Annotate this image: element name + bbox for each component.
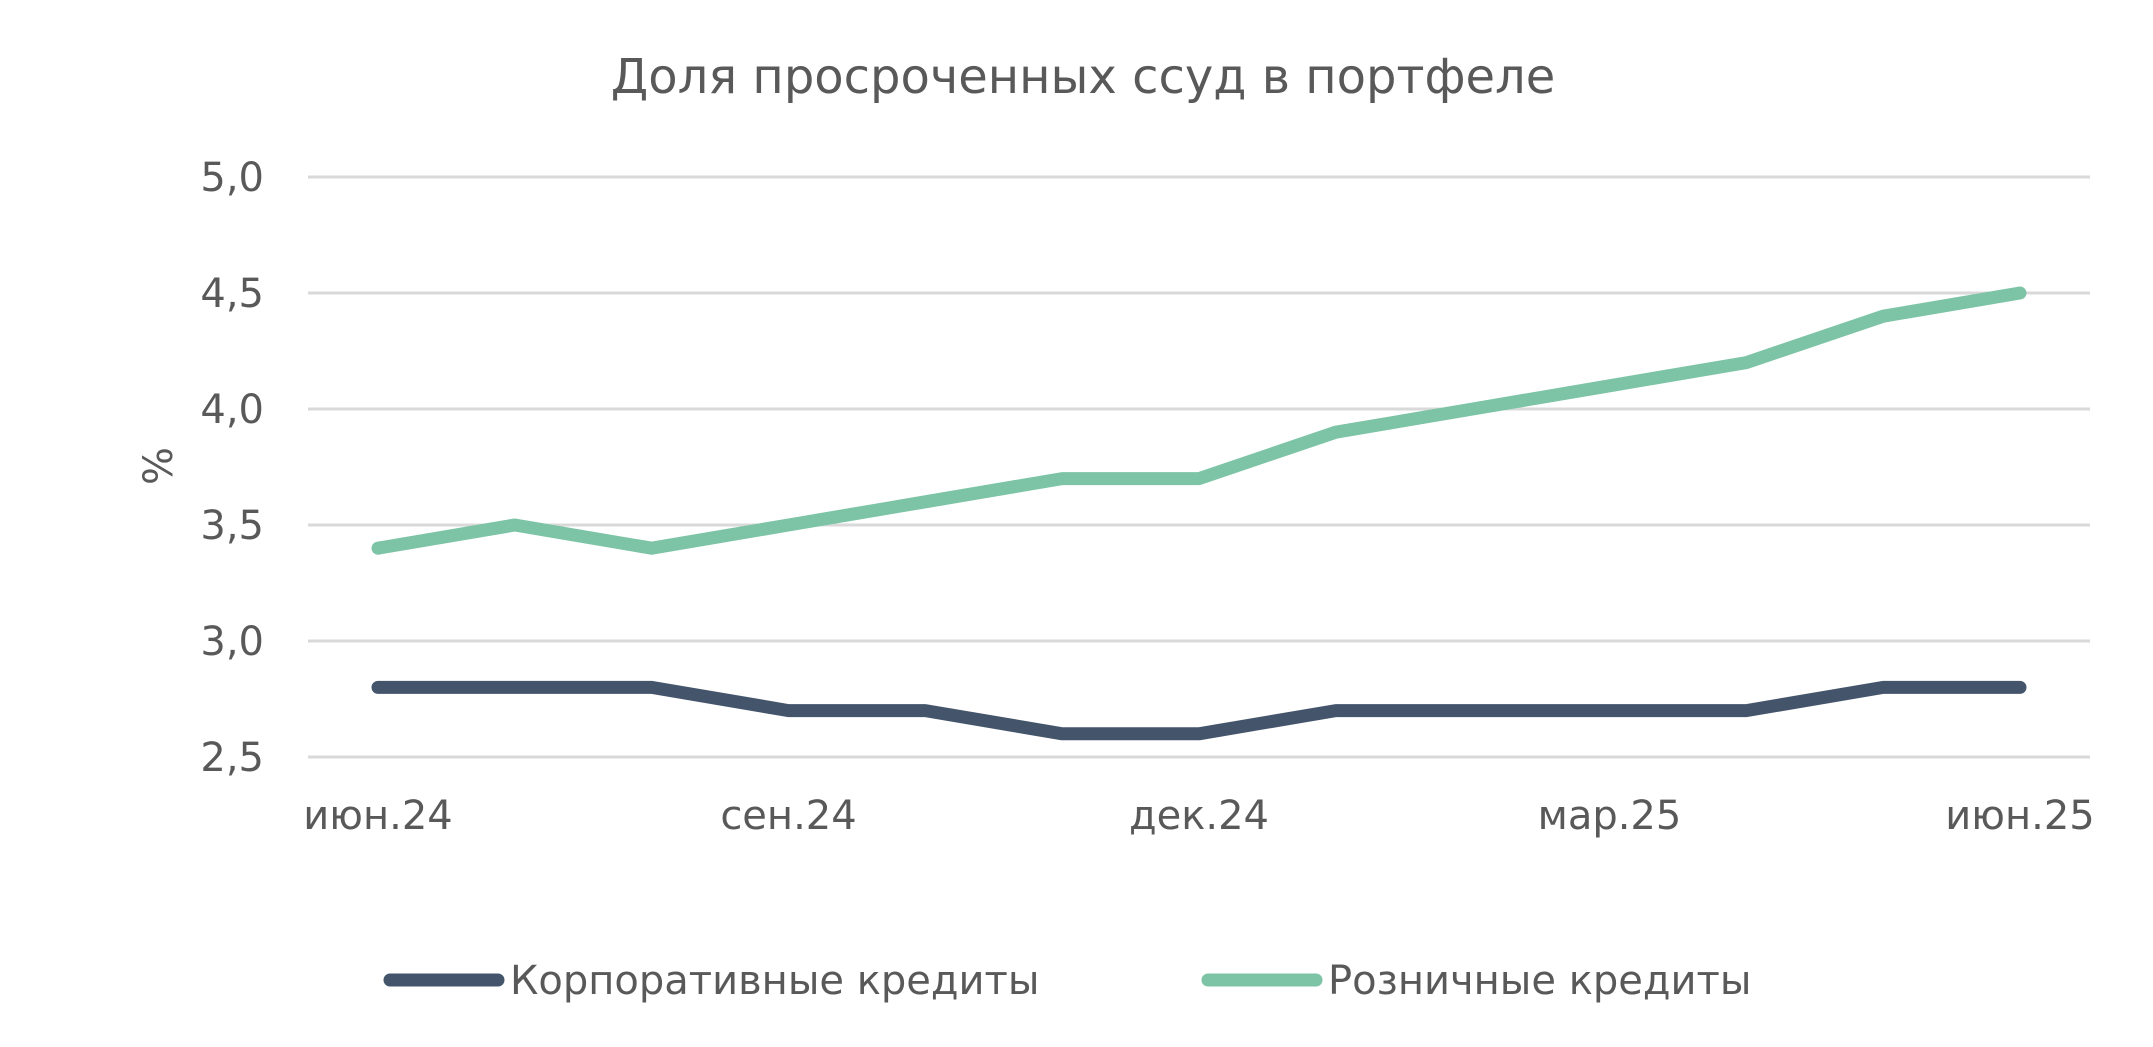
y-tick-label: 3,0 bbox=[200, 619, 264, 665]
series-lines bbox=[371, 286, 2027, 741]
legend-label: Розничные кредиты bbox=[1328, 958, 1751, 1004]
legend-label: Корпоративные кредиты bbox=[510, 958, 1039, 1004]
y-axis-ticks: 2,5 3,0 3,5 4,0 4,5 5,0 bbox=[200, 155, 264, 781]
y-tick-label: 3,5 bbox=[200, 503, 264, 549]
x-tick-label: июн.25 bbox=[1945, 793, 2094, 839]
y-tick-label: 4,0 bbox=[200, 387, 264, 433]
grid-lines bbox=[308, 175, 2090, 759]
y-tick-label: 5,0 bbox=[200, 155, 264, 201]
x-tick-label: июн.24 bbox=[303, 793, 452, 839]
series-line bbox=[371, 680, 2027, 741]
x-tick-label: сен.24 bbox=[720, 793, 856, 839]
legend: Корпоративные кредиты Розничные кредиты bbox=[383, 958, 1751, 1004]
y-tick-label: 4,5 bbox=[200, 271, 264, 317]
y-tick-label: 2,5 bbox=[200, 735, 264, 781]
x-tick-label: дек.24 bbox=[1129, 793, 1269, 839]
x-axis-ticks: июн.24 сен.24 дек.24 мар.25 июн.25 bbox=[303, 793, 2094, 839]
y-axis-label: % bbox=[136, 447, 182, 485]
x-tick-label: мар.25 bbox=[1538, 793, 1682, 839]
chart-title: Доля просроченных ссуд в портфеле bbox=[611, 49, 1555, 105]
series-line bbox=[371, 286, 2027, 555]
